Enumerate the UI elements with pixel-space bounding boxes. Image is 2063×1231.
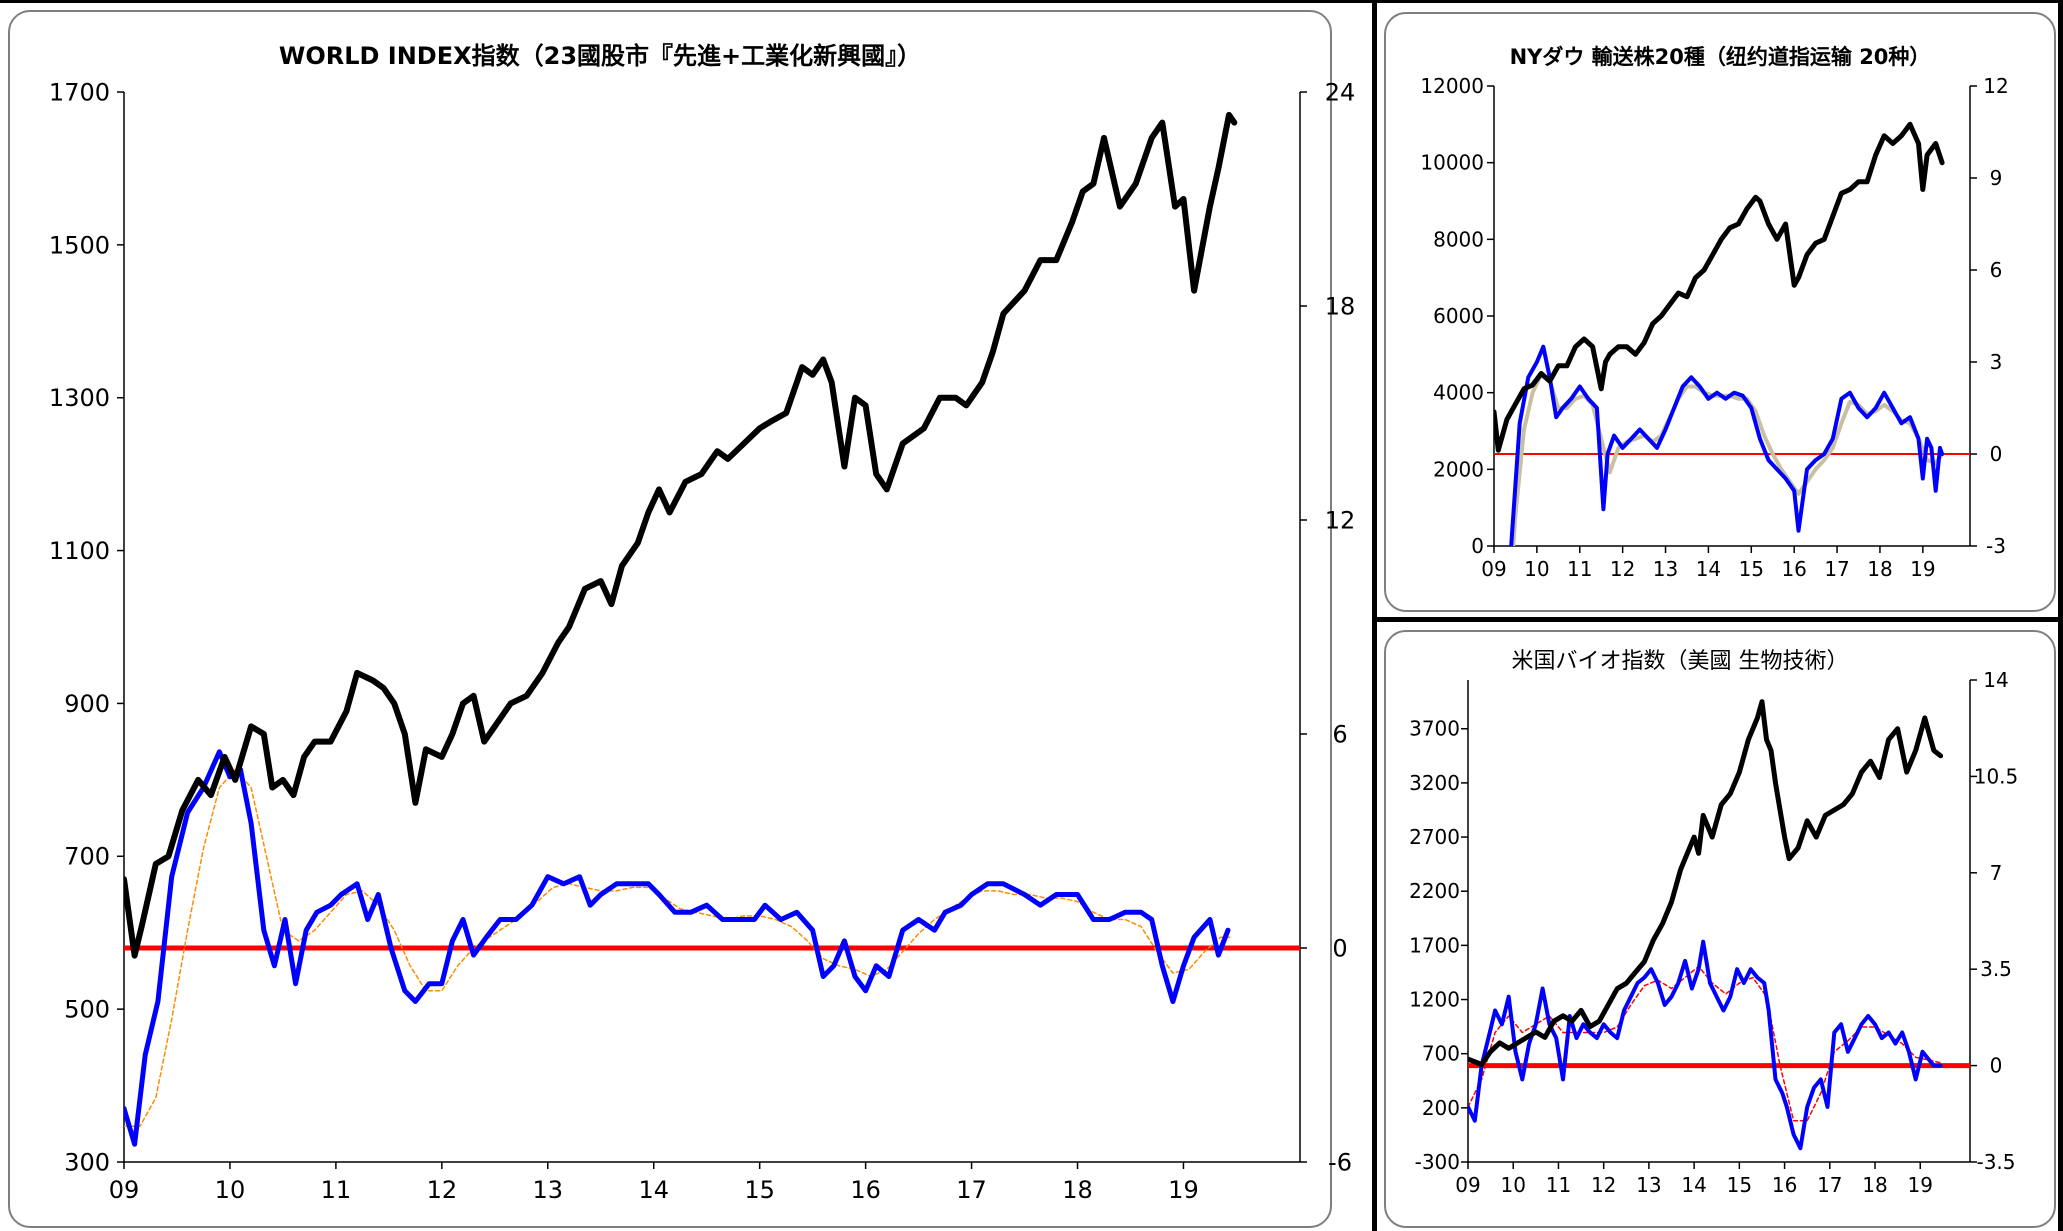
x-tick-label: 14 (1681, 1173, 1706, 1197)
x-tick-label: 09 (1455, 1173, 1480, 1197)
x-tick-label: 13 (533, 1176, 564, 1204)
x-tick-label: 10 (1524, 557, 1549, 581)
y-right-tick-label: 12 (1983, 74, 2008, 98)
x-tick-label: 11 (1567, 557, 1592, 581)
series-group (1468, 699, 1970, 1151)
y-left-tick-label: 200 (1422, 1096, 1460, 1120)
y-right-tick-label: 18 (1325, 292, 1356, 320)
chart-title-biotech: 米国バイオ指数（美國 生物技術） (1512, 649, 1849, 674)
y-left-tick-label: 4000 (1433, 381, 1484, 405)
x-tick-label: 19 (1168, 1176, 1199, 1204)
chart-title-world: WORLD INDEX指数（23國股市『先進+工業化新興國』） (279, 42, 921, 70)
y-left-tick-label: 1500 (49, 231, 110, 259)
y-left-tick-label: 2200 (1409, 879, 1460, 903)
x-tick-label: 18 (1062, 1176, 1093, 1204)
momentum-line (1509, 344, 1945, 546)
top-border (0, 0, 2063, 3)
signal-line (1468, 965, 1942, 1122)
y-left-tick-label: 700 (64, 843, 110, 871)
x-tick-label: 19 (1910, 557, 1935, 581)
x-tick-label: 11 (321, 1176, 352, 1204)
momentum-line (1468, 939, 1943, 1151)
y-right-tick-label: 3 (1990, 350, 2003, 374)
y-left-tick-label: 0 (1471, 534, 1484, 558)
y-left-tick-label: 1700 (1409, 933, 1460, 957)
y-left-tick-label: 1200 (1409, 988, 1460, 1012)
x-tick-label: 12 (1610, 557, 1635, 581)
y-right-tick-label: 6 (1990, 258, 2003, 282)
y-left-tick-label: 500 (64, 996, 110, 1024)
y-right-tick-label: 6 (1332, 720, 1347, 748)
y-left-tick-label: 900 (64, 690, 110, 718)
vertical-divider (1372, 0, 1377, 1231)
x-tick-label: 17 (1817, 1173, 1842, 1197)
y-right-tick-label: 14 (1983, 668, 2008, 692)
index-price-line (1494, 121, 1945, 453)
y-left-tick-label: 3700 (1409, 717, 1460, 741)
y-right-tick-label: -6 (1328, 1148, 1352, 1176)
x-tick-label: 15 (1727, 1173, 1752, 1197)
x-tick-label: 13 (1636, 1173, 1661, 1197)
x-tick-label: 15 (1739, 557, 1764, 581)
y-right-tick-label: -3.5 (1976, 1150, 2015, 1174)
y-right-tick-label: -3 (1986, 534, 2006, 558)
x-tick-label: 13 (1653, 557, 1678, 581)
x-tick-label: 12 (1591, 1173, 1616, 1197)
right-border (2058, 0, 2063, 1231)
y-left-tick-label: 2000 (1433, 457, 1484, 481)
x-tick-label: 18 (1867, 557, 1892, 581)
x-tick-label: 16 (850, 1176, 881, 1204)
y-right-tick-label: 12 (1325, 506, 1356, 534)
y-left-tick-label: 12000 (1420, 74, 1484, 98)
y-left-tick-label: 300 (64, 1148, 110, 1176)
y-left-tick-label: 1100 (49, 537, 110, 565)
y-left-tick-label: 10000 (1420, 151, 1484, 175)
chart-panel-dow-transport (1384, 12, 2056, 612)
y-right-tick-label: 10.5 (1974, 764, 2019, 788)
x-tick-label: 18 (1862, 1173, 1887, 1197)
y-right-tick-label: 24 (1325, 78, 1356, 106)
x-tick-label: 12 (427, 1176, 458, 1204)
y-left-tick-label: -300 (1415, 1150, 1460, 1174)
chart-panel-world-index (8, 10, 1332, 1228)
x-tick-label: 14 (638, 1176, 669, 1204)
y-right-tick-label: 0 (1990, 442, 2003, 466)
y-right-tick-label: 3.5 (1980, 957, 2012, 981)
y-right-tick-label: 0 (1332, 934, 1347, 962)
x-tick-label: 17 (1824, 557, 1849, 581)
y-left-tick-label: 6000 (1433, 304, 1484, 328)
y-right-tick-label: 9 (1990, 166, 2003, 190)
y-left-tick-label: 8000 (1433, 227, 1484, 251)
x-tick-label: 16 (1781, 557, 1806, 581)
y-left-tick-label: 2700 (1409, 825, 1460, 849)
x-tick-label: 17 (956, 1176, 987, 1204)
y-right-tick-label: 7 (1990, 861, 2003, 885)
momentum-line (124, 749, 1231, 1147)
x-tick-label: 14 (1696, 557, 1721, 581)
x-tick-label: 10 (215, 1176, 246, 1204)
horizontal-divider (1372, 617, 2063, 622)
series-group (124, 111, 1300, 1147)
y-left-tick-label: 1700 (49, 78, 110, 106)
series-group (1494, 121, 1970, 546)
x-tick-label: 11 (1546, 1173, 1571, 1197)
y-left-tick-label: 3200 (1409, 771, 1460, 795)
y-left-tick-label: 1300 (49, 384, 110, 412)
x-tick-label: 10 (1500, 1173, 1525, 1197)
index-price-line (124, 111, 1238, 959)
x-tick-label: 16 (1772, 1173, 1797, 1197)
x-tick-label: 19 (1908, 1173, 1933, 1197)
y-right-tick-label: 0 (1990, 1054, 2003, 1078)
index-price-line (1468, 699, 1944, 1067)
y-left-tick-label: 700 (1422, 1042, 1460, 1066)
x-tick-label: 09 (1481, 557, 1506, 581)
chart-title-dow: NYダウ 輸送株20種（纽约道指运输 20种） (1510, 45, 1931, 69)
x-tick-label: 09 (109, 1176, 140, 1204)
x-tick-label: 15 (744, 1176, 775, 1204)
chart-panel-us-biotech (1384, 630, 2056, 1228)
